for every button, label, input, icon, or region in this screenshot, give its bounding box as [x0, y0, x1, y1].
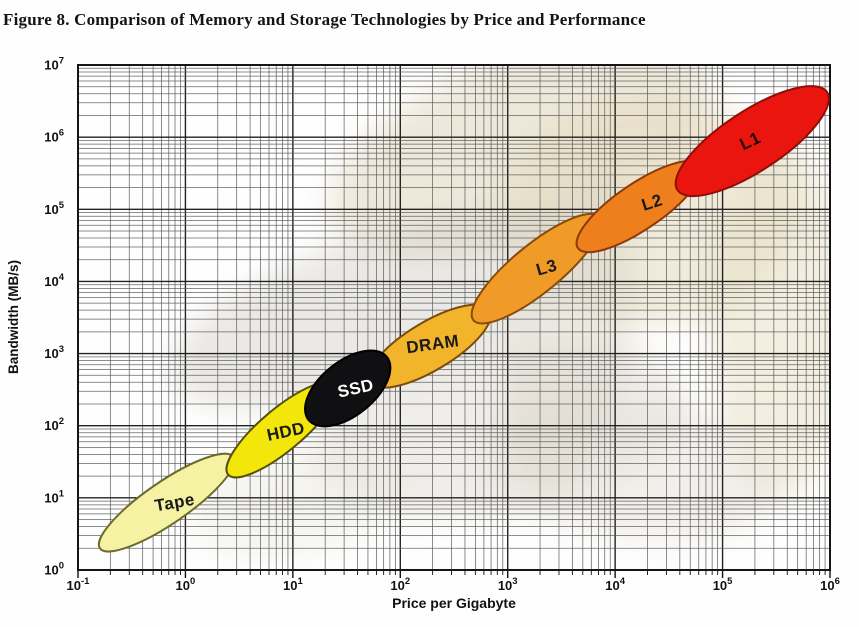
y-tick-label: 101 — [44, 488, 64, 505]
ellipse-l3: L3 — [470, 212, 603, 325]
x-tick-label: 104 — [605, 576, 625, 593]
x-tick-label: 106 — [820, 576, 840, 593]
y-tick-label: 105 — [44, 200, 64, 217]
x-axis-tick-labels: 10-1 100 101 102 103 104 105 106 — [67, 576, 840, 593]
y-tick-label: 104 — [44, 272, 64, 289]
x-tick-label: 105 — [713, 576, 733, 593]
y-axis-title: Bandwidth (MB/s) — [6, 260, 21, 374]
ellipse-dram: DRAM — [367, 303, 492, 389]
x-tick-label: 10-1 — [67, 576, 91, 593]
y-tick-label: 106 — [44, 128, 64, 145]
y-tick-label: 102 — [44, 416, 64, 433]
x-axis-title: Price per Gigabyte — [392, 595, 516, 611]
plot-border — [77, 64, 831, 571]
x-tick-label: 103 — [498, 576, 518, 593]
ellipse-ssd: SSD — [304, 349, 392, 428]
y-tick-label: 107 — [44, 56, 64, 73]
ellipse-l1: L1 — [674, 85, 830, 198]
x-tick-label: 100 — [176, 576, 196, 593]
y-tick-label: 100 — [44, 561, 64, 578]
y-axis-tick-labels: 100 101 102 103 104 105 106 107 — [44, 56, 64, 578]
y-tick-label: 103 — [44, 344, 64, 361]
x-tick-label: 101 — [283, 576, 303, 593]
x-tick-label: 102 — [390, 576, 410, 593]
figure-title: Figure 8. Comparison of Memory and Stora… — [3, 10, 646, 29]
